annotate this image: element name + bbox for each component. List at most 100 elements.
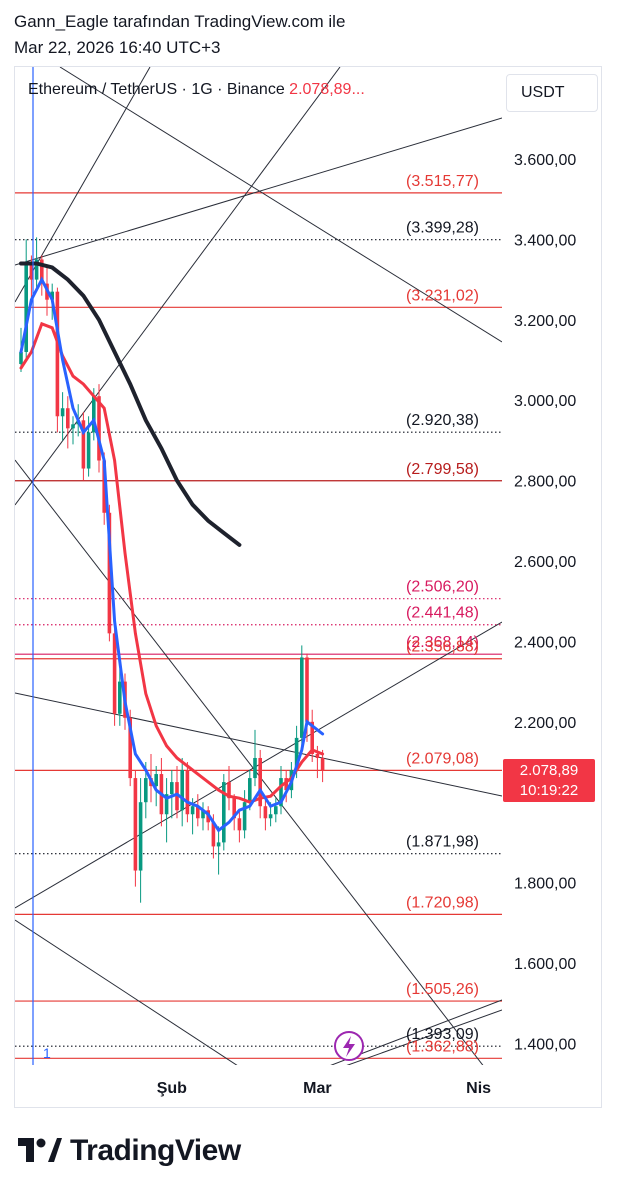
candle-body xyxy=(144,778,148,803)
candle-body xyxy=(284,778,288,791)
y-axis-tick-label: 3.400,00 xyxy=(514,232,576,249)
candle-body xyxy=(40,259,44,284)
brand-name: TradingView xyxy=(70,1134,241,1167)
y-axis-tick-label: 1.400,00 xyxy=(514,1036,576,1053)
candle-body xyxy=(242,802,247,831)
price-level-label: (2.799,58) xyxy=(406,461,479,478)
gann-trend-line xyxy=(59,67,502,343)
last-price-value: 2.078,89 xyxy=(519,762,579,779)
candle-body xyxy=(128,717,132,779)
currency-selector[interactable]: USDT xyxy=(506,74,598,112)
y-axis-tick-label: 3.600,00 xyxy=(514,152,576,169)
price-level-label: (3.515,77) xyxy=(406,173,479,190)
candle-body xyxy=(279,778,283,807)
candle-body xyxy=(29,263,34,280)
candle-body xyxy=(196,806,200,819)
lightning-bolt-icon[interactable] xyxy=(334,1031,364,1061)
x-axis-tick-label: Şub xyxy=(157,1080,187,1097)
y-axis-tick-label: 3.000,00 xyxy=(514,393,576,410)
candle-body xyxy=(50,291,54,300)
mid-moving-average-line xyxy=(19,321,325,804)
candle-body xyxy=(102,460,106,513)
symbol-legend[interactable]: Ethereum / TetherUS · 1G · Binance 2.078… xyxy=(28,81,365,99)
price-level-label: (2.441,48) xyxy=(406,605,479,622)
candle-body xyxy=(300,657,304,738)
last-price-badge: 2.078,89 10:19:22 xyxy=(503,759,595,802)
candle-body xyxy=(71,424,75,429)
price-level-label: (2.079,08) xyxy=(406,750,479,767)
price-level-label: (3.399,28) xyxy=(406,220,479,237)
candle-body xyxy=(97,396,101,461)
symbol-label: Ethereum / TetherUS · 1G · Binance xyxy=(28,81,285,98)
price-level-label: (2.368,14) xyxy=(406,634,479,651)
candle-body xyxy=(185,770,190,815)
gann-trend-line xyxy=(15,117,502,266)
candle-body xyxy=(138,802,143,871)
price-level-label: (1.393,09) xyxy=(406,1026,479,1043)
candle-body xyxy=(248,778,252,803)
candle-body xyxy=(170,782,174,795)
tradingview-logo-icon xyxy=(18,1138,62,1162)
candle-body xyxy=(237,818,242,831)
price-level-label: (3.231,02) xyxy=(406,287,479,304)
session-marker: 1 xyxy=(43,1045,51,1061)
candle-body xyxy=(86,432,91,469)
candle-body xyxy=(133,778,138,871)
y-axis-tick-label: 2.800,00 xyxy=(514,474,576,491)
slow-moving-average-line xyxy=(19,261,242,547)
price-level-label: (1.720,98) xyxy=(406,894,479,911)
candle-body xyxy=(274,806,278,815)
candle-body xyxy=(60,408,65,417)
candle-body xyxy=(81,420,86,469)
candle-body xyxy=(180,770,184,811)
y-axis-tick-label: 2.200,00 xyxy=(514,715,576,732)
candle-body xyxy=(164,794,169,815)
price-level-label: (1.505,26) xyxy=(406,981,479,998)
price-level-label: (1.871,98) xyxy=(406,834,479,851)
candle-body xyxy=(34,259,39,280)
tradingview-brand[interactable]: TradingView xyxy=(18,1134,241,1168)
chart-frame[interactable] xyxy=(14,66,602,1108)
candle-body xyxy=(315,753,320,758)
candle-body xyxy=(305,657,309,722)
symbol-price: 2.078,89... xyxy=(289,81,365,98)
candle-body xyxy=(19,351,23,365)
candle-body xyxy=(227,782,231,799)
candle-body xyxy=(216,842,221,847)
gann-trend-line xyxy=(15,67,341,506)
y-axis-tick-label: 2.600,00 xyxy=(514,554,576,571)
candle-body xyxy=(222,782,226,843)
candle-body xyxy=(320,757,325,771)
candle-body xyxy=(112,633,117,714)
candle-body xyxy=(232,798,236,819)
candle-body xyxy=(253,757,257,779)
bar-countdown: 10:19:22 xyxy=(519,782,579,799)
gann-trend-line xyxy=(330,999,502,1065)
chart-author-line: Gann_Eagle tarafından TradingView.com il… xyxy=(14,12,346,31)
candle-body xyxy=(24,263,28,352)
y-axis-tick-label: 2.400,00 xyxy=(514,634,576,651)
candle-body xyxy=(310,721,314,754)
y-axis-tick-label: 1.600,00 xyxy=(514,956,576,973)
candle-body xyxy=(211,822,216,847)
candle-body xyxy=(268,814,273,819)
gann-trend-line xyxy=(346,1009,502,1065)
x-axis-tick-label: Nis xyxy=(466,1080,491,1097)
chart-timestamp: Mar 22, 2026 16:40 UTC+3 xyxy=(14,38,221,57)
candle-body xyxy=(201,810,205,819)
candle-body xyxy=(190,806,195,815)
candle-body xyxy=(66,408,70,429)
candle-body xyxy=(107,512,112,634)
candle-body xyxy=(263,806,268,819)
fast-moving-average-line xyxy=(19,276,325,833)
lightning-icon-bolt xyxy=(343,1036,355,1057)
price-level-label: (2.356,88) xyxy=(406,639,479,656)
candle-body xyxy=(55,291,60,417)
candle-body xyxy=(154,774,158,787)
price-level-label: (2.506,20) xyxy=(406,579,479,596)
gann-trend-line xyxy=(15,919,238,1065)
candle-body xyxy=(92,396,96,433)
candle-body xyxy=(175,782,179,811)
price-level-label: (2.920,38) xyxy=(406,412,479,429)
